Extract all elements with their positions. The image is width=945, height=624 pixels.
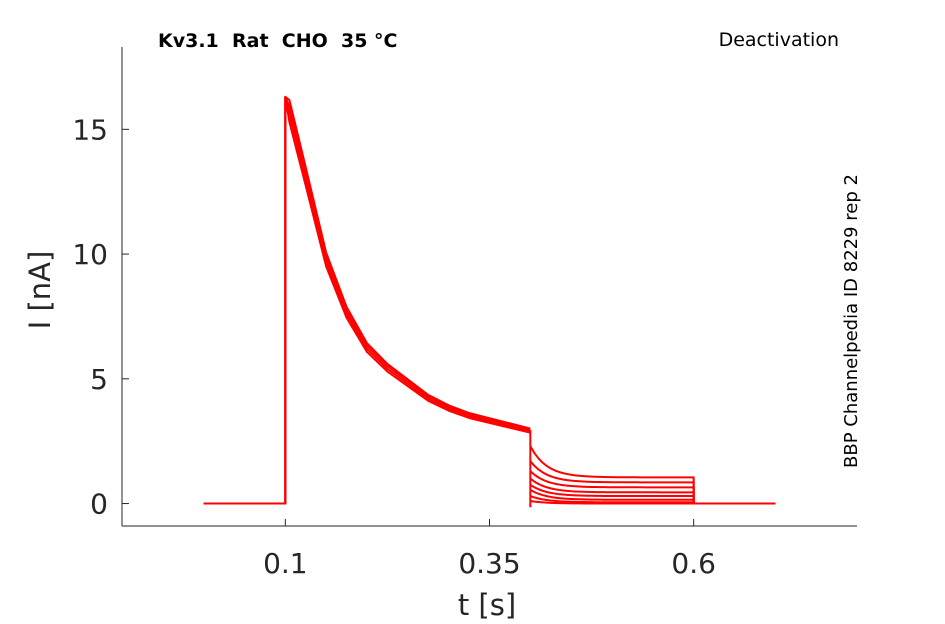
protocol-label: Deactivation [719,29,839,51]
x-axis-title: t [s] [458,588,516,622]
tail-trace [530,500,776,505]
y-tick-label: 5 [90,363,108,396]
tail-trace [530,495,776,505]
chart-title: Kv3.1 Rat CHO 35 °C [158,30,398,52]
tail-trace [529,460,776,505]
x-tick-label: 0.6 [671,547,716,580]
ticks-group: 0.1 0.35 0.6 0 5 10 15 [72,113,716,580]
tail-trace [529,488,776,505]
y-tick-label: 0 [90,488,108,521]
tail-trace [529,477,776,505]
tail-trace [529,470,776,505]
y-tick-label: 15 [72,113,108,146]
side-label: BBP Channelpedia ID 8229 rep 2 [841,174,862,468]
activation-trace [203,95,531,505]
traces-group [203,95,776,508]
activation-trace [203,95,531,505]
y-tick-label: 10 [72,238,108,271]
activation-trace [203,95,531,505]
tail-trace [529,445,776,505]
activation-trace [203,95,531,505]
x-tick-label: 0.1 [263,547,308,580]
x-tick-label: 0.35 [458,547,520,580]
tail-trace [529,483,776,505]
y-axis-title: I [nA] [23,251,57,330]
